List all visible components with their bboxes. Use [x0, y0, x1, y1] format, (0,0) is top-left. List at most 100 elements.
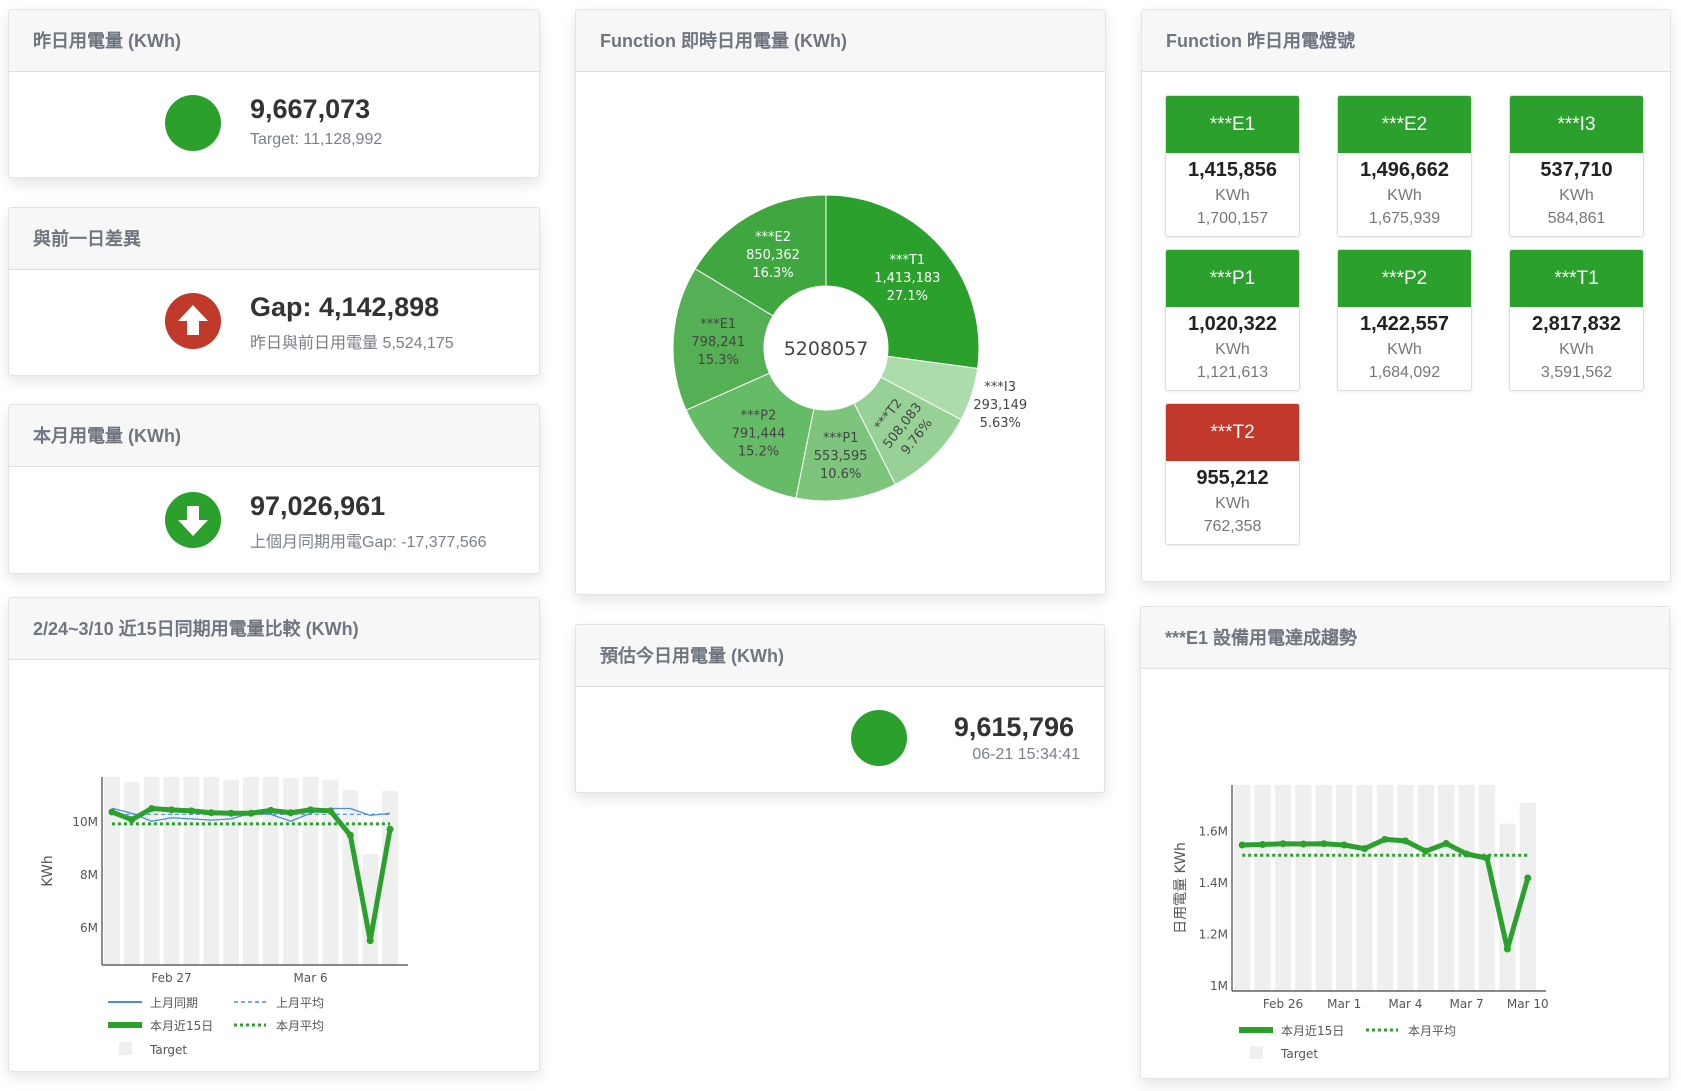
y-tick-label: 1.2M: [1199, 927, 1228, 941]
card-title: 昨日用電量 (KWh): [9, 10, 539, 72]
status-green-circle-icon: [165, 95, 221, 151]
pie-label-text: ***I3: [984, 380, 1016, 395]
series-point: [148, 805, 156, 813]
forecast-time: 06-21 15:34:41: [972, 746, 1080, 763]
series-point: [1238, 841, 1246, 849]
pie-label-text: 10.6%: [820, 467, 861, 482]
tile-value: 1,415,856: [1188, 159, 1277, 181]
tile-unit: KWh: [1215, 341, 1250, 358]
series-point: [247, 809, 255, 817]
forecast-value: 9,615,796: [953, 712, 1074, 742]
target-bar: [1519, 803, 1536, 991]
light-tile: ***P2 1,422,557 KWh 1,684,092: [1337, 249, 1472, 391]
series-point: [1422, 847, 1430, 855]
pie-label-text: 15.3%: [698, 353, 739, 368]
pie-label-text: 293,149: [973, 398, 1027, 413]
pie-label-text: ***T1: [889, 253, 925, 268]
y-tick-label: 6M: [80, 921, 98, 935]
series-point: [1401, 837, 1409, 845]
series-point: [1340, 841, 1348, 849]
tile-value: 2,817,832: [1532, 313, 1621, 335]
y-tick-label: 8M: [80, 868, 98, 882]
series-point: [287, 809, 295, 817]
series-point: [187, 807, 195, 815]
series-point: [346, 831, 354, 839]
series-point: [1442, 839, 1450, 847]
card-title: Function 即時日用電量 (KWh): [576, 10, 1105, 72]
light-tile: ***T1 2,817,832 KWh 3,591,562: [1509, 249, 1644, 391]
legend-label: 本月平均: [276, 1019, 324, 1033]
pie-label-text: 850,362: [746, 248, 800, 263]
series-point: [128, 816, 136, 824]
tile-unit: KWh: [1387, 341, 1422, 358]
tile-value: 1,422,557: [1360, 313, 1449, 335]
target-bar: [103, 777, 120, 965]
series-point: [207, 809, 215, 817]
x-tick-label: Feb 27: [151, 971, 191, 985]
tile-value: 1,020,322: [1188, 313, 1277, 335]
light-tile: ***E2 1,496,662 KWh 1,675,939: [1337, 95, 1472, 237]
target-bar: [1438, 785, 1455, 991]
series-point: [1524, 874, 1532, 882]
series-point: [1259, 840, 1267, 848]
series-point: [1320, 840, 1328, 848]
tile-target: 3,591,562: [1540, 364, 1613, 381]
tile-target: 762,358: [1203, 518, 1262, 535]
series-point: [366, 937, 374, 945]
x-tick-label: Mar 4: [1388, 997, 1422, 1011]
target-bar: [123, 782, 140, 965]
y-axis-title: KWh: [40, 855, 56, 886]
pie-slice: [685, 372, 815, 499]
arrow-down-circle-icon: [165, 492, 221, 548]
series-point: [1483, 854, 1491, 862]
y-tick-label: 1.6M: [1199, 824, 1228, 838]
x-tick-label: Mar 7: [1450, 997, 1484, 1011]
tile-target: 1,700,157: [1196, 210, 1269, 227]
x-tick-label: Mar 6: [294, 971, 328, 985]
target-bar: [1295, 785, 1312, 991]
card-title: 與前一日差異: [9, 208, 539, 270]
pie-label-text: 1,413,183: [874, 271, 940, 286]
pie-label: ***E1 798,241 15.3%: [691, 317, 745, 368]
x-tick-label: Feb 26: [1263, 997, 1303, 1011]
x-tick-label: Mar 1: [1327, 997, 1361, 1011]
target-bar: [302, 777, 319, 965]
pie-label: ***T1 1,413,183 27.1%: [874, 253, 940, 304]
series-point: [1381, 835, 1389, 843]
month-sub: 上個月同期用電Gap: -17,377,566: [250, 534, 487, 551]
status-green-circle-icon: [851, 710, 907, 766]
legend-target-swatch: [1250, 1046, 1263, 1059]
pie-label-text: 553,595: [814, 449, 868, 464]
series-point: [227, 809, 235, 817]
series-point: [1279, 840, 1287, 848]
donut-chart: ***T1 1,413,183 27.1% ***I3 293,149 5.63% ***T…: [672, 194, 1027, 502]
tile-target: 584,861: [1547, 210, 1606, 227]
pie-center-total: 5208057: [784, 338, 869, 360]
tile-name: ***E2: [1338, 96, 1471, 153]
legend-label: Target: [1280, 1047, 1318, 1061]
legend-label: 本月近15日: [1281, 1024, 1344, 1038]
target-bar: [1458, 785, 1475, 991]
target-bar: [1376, 785, 1394, 991]
gap-value: Gap: 4,142,898: [250, 292, 440, 322]
light-tile: ***E1 1,415,856 KWh 1,700,157: [1165, 95, 1300, 237]
pie-label-text: 16.3%: [752, 266, 793, 281]
target-bar: [203, 777, 220, 965]
tile-unit: KWh: [1215, 187, 1250, 204]
pie-label: ***I3 293,149 5.63%: [973, 380, 1027, 431]
yesterday-value: 9,667,073: [250, 94, 371, 124]
y-tick-label: 1.4M: [1199, 876, 1228, 890]
gap-sub: 昨日與前日用電量 5,524,175: [250, 335, 454, 352]
arrow-up-circle-icon: [165, 293, 221, 349]
target-bar: [223, 779, 240, 965]
legend-label: Target: [149, 1043, 187, 1057]
forecast-card: 預估今日用電量 (KWh) 9,615,796 06-21 15:34:41: [575, 624, 1105, 793]
target-bar: [243, 777, 259, 965]
pie-label: ***E2 850,362 16.3%: [746, 230, 800, 281]
tile-name: ***P1: [1166, 250, 1299, 307]
y-tick-label: 10M: [72, 815, 98, 829]
pie-label-text: 791,444: [732, 426, 786, 441]
tile-value: 537,710: [1540, 159, 1613, 181]
tile-value: 1,496,662: [1360, 159, 1449, 181]
